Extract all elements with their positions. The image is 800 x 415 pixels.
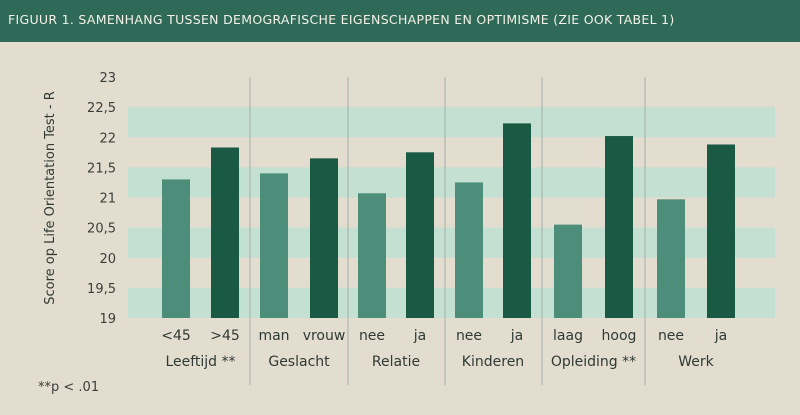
x-tick-label: nee [456, 328, 482, 344]
figure-title: FIGUUR 1. SAMENHANG TUSSEN DEMOGRAFISCHE… [8, 12, 675, 27]
bar-nee [657, 199, 685, 318]
group-label: Opleiding ** [551, 354, 636, 370]
bar-nee [358, 193, 386, 318]
bar-nee [455, 182, 483, 318]
x-tick-label: nee [359, 328, 385, 344]
y-tick-label: 19 [99, 312, 116, 327]
y-tick-label: 23 [99, 71, 116, 86]
group-label: Kinderen [462, 354, 524, 370]
y-tick-label: 22,5 [87, 101, 116, 116]
bar-ja [503, 123, 531, 318]
bar-hoog [605, 136, 633, 318]
group-label: Geslacht [268, 354, 330, 370]
significance-footnote: **p < .01 [38, 380, 100, 395]
x-tick-label: <45 [161, 328, 191, 344]
figure-banner: FIGUUR 1. SAMENHANG TUSSEN DEMOGRAFISCHE… [0, 0, 800, 42]
x-tick-label: nee [658, 328, 684, 344]
bar-ja [406, 152, 434, 318]
y-axis-label: Score op Life Orientation Test - R [43, 91, 58, 305]
group-label: Leeftijd ** [165, 354, 235, 370]
bar-man [260, 173, 288, 318]
x-tick-label: >45 [210, 328, 240, 344]
y-tick-label: 21 [99, 192, 116, 207]
x-tick-label: laag [553, 328, 583, 344]
y-tick-label: 22 [99, 131, 116, 146]
group-label: Werk [678, 354, 714, 370]
bar->45 [211, 147, 239, 318]
x-tick-label: ja [413, 328, 426, 344]
y-tick-label: 19,5 [87, 282, 116, 297]
x-tick-label: man [258, 328, 289, 344]
bar-vrouw [310, 158, 338, 318]
group-label: Relatie [372, 354, 420, 370]
x-tick-label: ja [714, 328, 727, 344]
grid-band [128, 107, 775, 138]
x-tick-label: ja [510, 328, 523, 344]
bar-laag [554, 224, 582, 318]
bar-<45 [162, 179, 190, 318]
bar-ja [707, 144, 735, 318]
x-tick-label: hoog [602, 328, 637, 344]
y-tick-label: 21,5 [87, 161, 116, 176]
y-tick-label: 20 [99, 252, 116, 267]
y-tick-label: 20,5 [87, 222, 116, 237]
x-tick-label: vrouw [303, 328, 346, 344]
